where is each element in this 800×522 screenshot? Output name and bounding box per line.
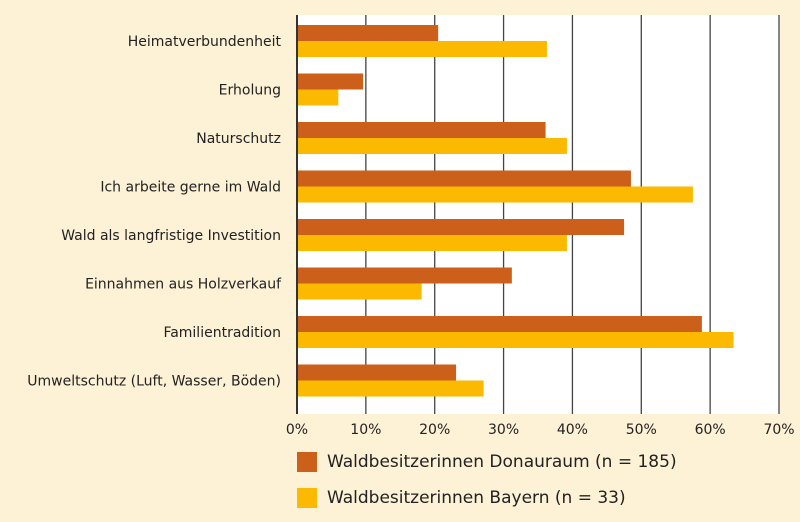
bar-bayern xyxy=(298,235,567,251)
bar-donauraum xyxy=(298,25,439,41)
x-tick-label: 70% xyxy=(763,422,794,438)
legend-label: Waldbesitzerinnen Bayern (n = 33) xyxy=(327,488,626,508)
category-label: Umweltschutz (Luft, Wasser, Böden) xyxy=(27,374,281,390)
legend-item-bayern: Waldbesitzerinnen Bayern (n = 33) xyxy=(297,488,626,508)
bar-donauraum xyxy=(298,170,631,187)
category-label: Einnahmen aus Holzverkauf xyxy=(85,277,282,293)
bar-bayern xyxy=(298,138,567,154)
x-tick-label: 50% xyxy=(626,422,657,438)
legend-item-donauraum: Waldbesitzerinnen Donauraum (n = 185) xyxy=(297,452,677,472)
category-label: Familientradition xyxy=(163,325,281,341)
bar-bayern xyxy=(298,332,734,348)
category-label: Naturschutz xyxy=(196,131,281,147)
legend-swatch xyxy=(297,452,317,472)
legend-label: Waldbesitzerinnen Donauraum (n = 185) xyxy=(327,452,677,472)
plot-area xyxy=(297,15,780,414)
x-tick-label: 60% xyxy=(695,422,726,438)
category-label: Heimatverbundenheit xyxy=(128,34,282,50)
x-tick-label: 0% xyxy=(286,422,308,438)
category-label: Ich arbeite gerne im Wald xyxy=(100,180,281,196)
x-tick-label: 30% xyxy=(488,422,519,438)
bar-bayern xyxy=(298,41,547,57)
bar-donauraum xyxy=(298,364,457,381)
x-tick-label: 40% xyxy=(557,422,588,438)
legend-swatch xyxy=(297,488,317,508)
bar-donauraum xyxy=(298,73,364,90)
bar-donauraum xyxy=(298,122,546,138)
bar-donauraum xyxy=(298,219,625,235)
bar-donauraum xyxy=(298,316,702,332)
bar-bayern xyxy=(298,283,422,300)
bar-bayern xyxy=(298,380,484,397)
x-tick-label: 20% xyxy=(419,422,450,438)
category-label: Erholung xyxy=(219,83,281,99)
x-tick-label: 10% xyxy=(350,422,381,438)
bar-donauraum xyxy=(298,267,512,284)
category-label: Wald als langfristige Investition xyxy=(61,228,281,244)
bar-bayern xyxy=(298,89,339,106)
bar-bayern xyxy=(298,186,693,203)
